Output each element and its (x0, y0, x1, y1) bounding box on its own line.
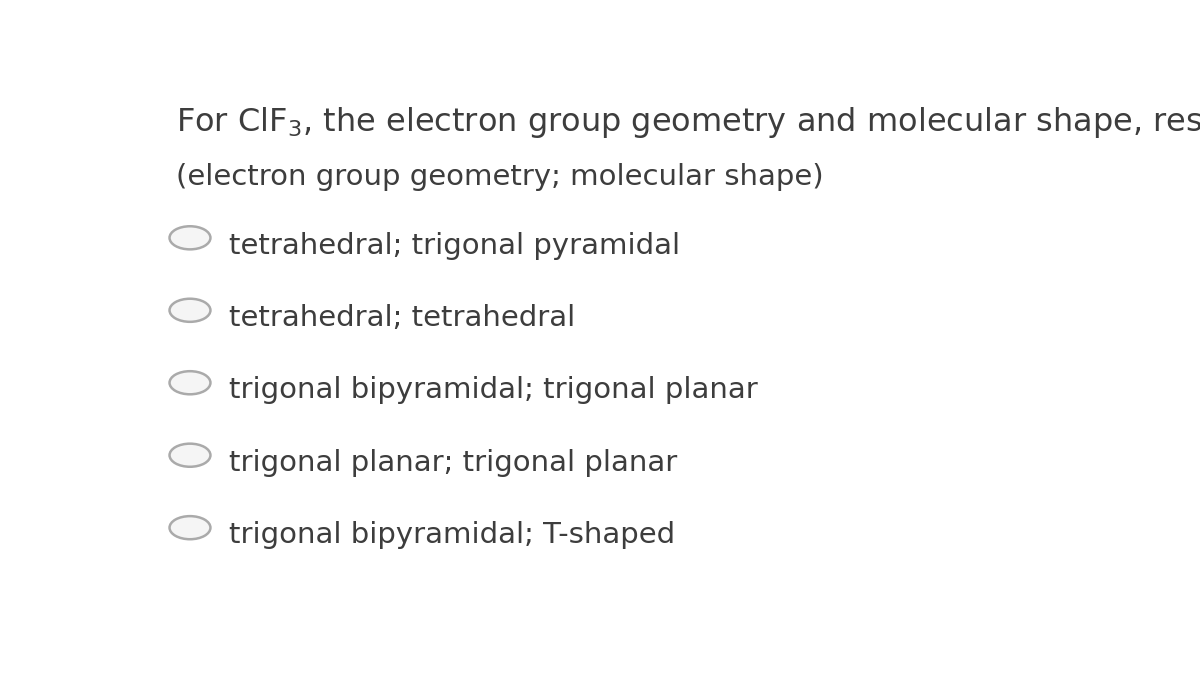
Text: trigonal bipyramidal; T-shaped: trigonal bipyramidal; T-shaped (229, 521, 676, 550)
Text: tetrahedral; trigonal pyramidal: tetrahedral; trigonal pyramidal (229, 231, 680, 260)
Text: trigonal planar; trigonal planar: trigonal planar; trigonal planar (229, 449, 677, 477)
Circle shape (169, 299, 210, 322)
Circle shape (169, 516, 210, 539)
Text: trigonal bipyramidal; trigonal planar: trigonal bipyramidal; trigonal planar (229, 376, 758, 404)
Text: For ClF$_3$, the electron group geometry and molecular shape, respectively, are:: For ClF$_3$, the electron group geometry… (176, 106, 1200, 140)
Circle shape (169, 371, 210, 394)
Circle shape (169, 226, 210, 250)
Text: tetrahedral; tetrahedral: tetrahedral; tetrahedral (229, 304, 575, 332)
Circle shape (169, 444, 210, 466)
Text: (electron group geometry; molecular shape): (electron group geometry; molecular shap… (176, 163, 823, 191)
